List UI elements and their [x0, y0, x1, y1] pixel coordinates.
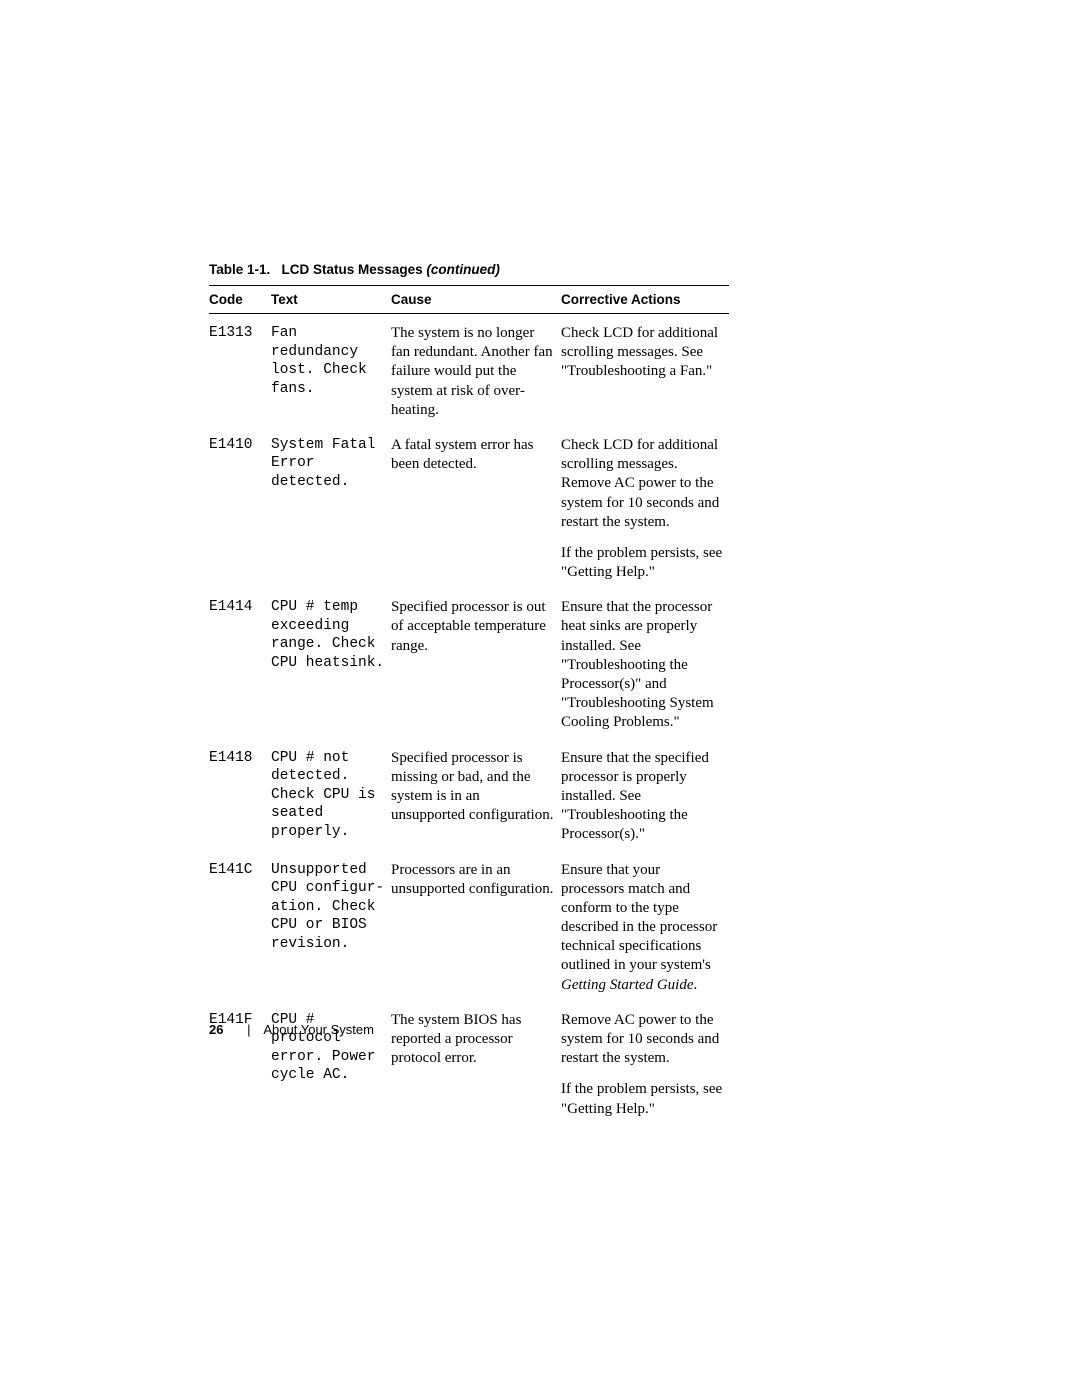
- cell-cause: [391, 1074, 561, 1124]
- header-cause: Cause: [391, 286, 561, 314]
- table-row: E141FCPU # protocol error. Power cycle A…: [209, 1001, 729, 1075]
- cell-text: Fan redundancy lost. Check fans.: [271, 314, 391, 426]
- caption-suffix: (continued): [426, 262, 500, 277]
- cell-corrective: Ensure that the specified processor is p…: [561, 739, 729, 851]
- table-caption: Table 1-1. LCD Status Messages (continue…: [209, 262, 729, 277]
- cell-text: CPU # protocol error. Power cycle AC.: [271, 1001, 391, 1125]
- header-text: Text: [271, 286, 391, 314]
- cell-cause: The system is no longer fan redundant. A…: [391, 314, 561, 426]
- lcd-status-table: Code Text Cause Corrective Actions E1313…: [209, 285, 729, 1125]
- cell-corrective: Ensure that the processor heat sinks are…: [561, 588, 729, 738]
- table-row: E1313Fan redundancy lost. Check fans.The…: [209, 314, 729, 426]
- cell-corrective: Remove AC power to the system for 10 sec…: [561, 1001, 729, 1075]
- cell-cause: The system BIOS has reported a processor…: [391, 1001, 561, 1075]
- cell-corrective: If the problem persists, see "Getting He…: [561, 1074, 729, 1124]
- cell-corrective: If the problem persists, see "Getting He…: [561, 538, 729, 588]
- cell-code: E1414: [209, 588, 271, 738]
- cell-code: E1418: [209, 739, 271, 851]
- cell-text: System Fatal Error detected.: [271, 426, 391, 588]
- table-row: E1418CPU # not detected. Check CPU is se…: [209, 739, 729, 851]
- cell-text: Unsupported CPU configur-ation. Check CP…: [271, 851, 391, 1001]
- table-row: E1414CPU # temp exceeding range. Check C…: [209, 588, 729, 738]
- cell-code: E1313: [209, 314, 271, 426]
- caption-title: LCD Status Messages: [282, 262, 423, 277]
- cell-corrective: Check LCD for additional scrolling messa…: [561, 314, 729, 426]
- header-code: Code: [209, 286, 271, 314]
- cell-cause: Specified processor is out of acceptable…: [391, 588, 561, 738]
- page-number: 26: [209, 1022, 223, 1037]
- cell-cause: [391, 538, 561, 588]
- table-row: E1410System Fatal Error detected.A fatal…: [209, 426, 729, 538]
- footer-section: About Your System: [263, 1022, 374, 1037]
- page-footer: 26 | About Your System: [209, 1022, 374, 1037]
- cell-corrective: Check LCD for additional scrolling messa…: [561, 426, 729, 538]
- caption-prefix: Table 1-1.: [209, 262, 270, 277]
- footer-separator: |: [247, 1022, 250, 1037]
- cell-code: [209, 538, 271, 588]
- table-row: E141CUnsupported CPU configur-ation. Che…: [209, 851, 729, 1001]
- cell-corrective: Ensure that your processors match and co…: [561, 851, 729, 1001]
- cell-cause: Processors are in an unsupported configu…: [391, 851, 561, 1001]
- cell-code: E141F: [209, 1001, 271, 1075]
- cell-code: E1410: [209, 426, 271, 538]
- cell-text: CPU # not detected. Check CPU is seated …: [271, 739, 391, 851]
- cell-cause: Specified processor is missing or bad, a…: [391, 739, 561, 851]
- header-corrective: Corrective Actions: [561, 286, 729, 314]
- table-header-row: Code Text Cause Corrective Actions: [209, 286, 729, 314]
- cell-code: E141C: [209, 851, 271, 1001]
- table-body: E1313Fan redundancy lost. Check fans.The…: [209, 314, 729, 1125]
- cell-code: [209, 1074, 271, 1124]
- cell-text: CPU # temp exceeding range. Check CPU he…: [271, 588, 391, 738]
- cell-cause: A fatal system error has been detected.: [391, 426, 561, 538]
- page-content: Table 1-1. LCD Status Messages (continue…: [209, 262, 729, 1125]
